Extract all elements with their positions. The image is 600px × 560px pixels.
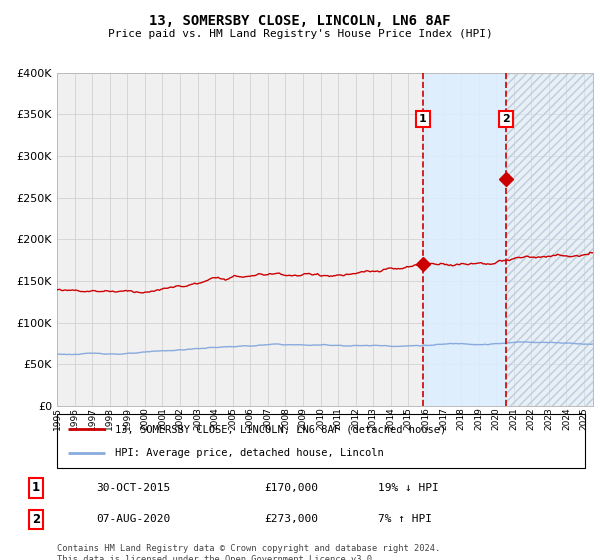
Text: 2: 2 xyxy=(502,114,510,124)
Text: 7% ↑ HPI: 7% ↑ HPI xyxy=(378,515,432,524)
Text: 30-OCT-2015: 30-OCT-2015 xyxy=(96,483,170,493)
Text: Contains HM Land Registry data © Crown copyright and database right 2024.
This d: Contains HM Land Registry data © Crown c… xyxy=(57,544,440,560)
Text: Price paid vs. HM Land Registry's House Price Index (HPI): Price paid vs. HM Land Registry's House … xyxy=(107,29,493,39)
Bar xyxy=(423,73,506,406)
Text: HPI: Average price, detached house, Lincoln: HPI: Average price, detached house, Linc… xyxy=(115,447,384,458)
Text: 07-AUG-2020: 07-AUG-2020 xyxy=(96,515,170,524)
Text: 2: 2 xyxy=(32,513,40,526)
Text: 19% ↓ HPI: 19% ↓ HPI xyxy=(378,483,439,493)
Bar xyxy=(506,73,593,406)
Text: £170,000: £170,000 xyxy=(264,483,318,493)
Text: £273,000: £273,000 xyxy=(264,515,318,524)
Text: 1: 1 xyxy=(32,482,40,494)
Text: 1: 1 xyxy=(419,114,427,124)
Text: 13, SOMERSBY CLOSE, LINCOLN, LN6 8AF: 13, SOMERSBY CLOSE, LINCOLN, LN6 8AF xyxy=(149,14,451,28)
Text: 13, SOMERSBY CLOSE, LINCOLN, LN6 8AF (detached house): 13, SOMERSBY CLOSE, LINCOLN, LN6 8AF (de… xyxy=(115,424,446,435)
Bar xyxy=(506,73,593,406)
